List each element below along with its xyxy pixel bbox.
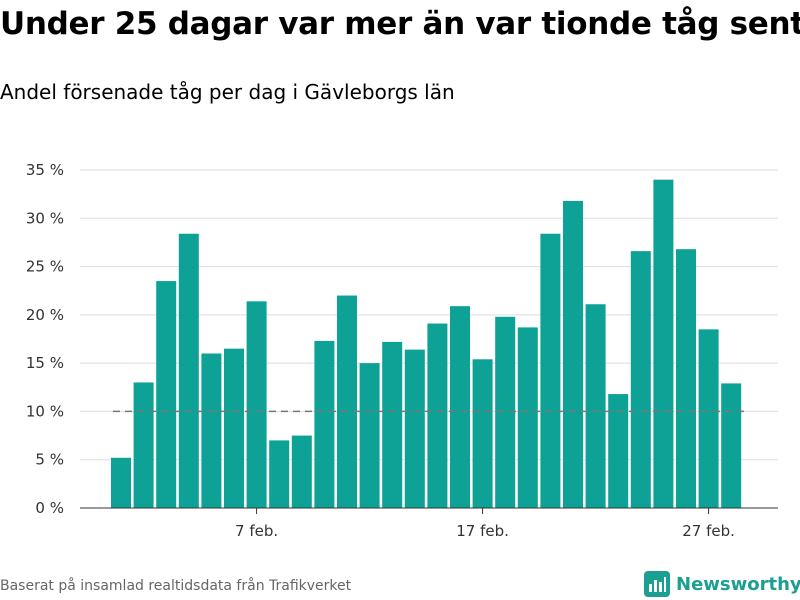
bar-day-2[interactable]: [133, 382, 154, 508]
x-tick-label: 17 feb.: [456, 522, 509, 540]
bar-day-5[interactable]: [201, 353, 222, 508]
chart-title: Under 25 dagar var mer än var tionde tåg…: [0, 6, 800, 42]
y-tick-label: 30 %: [26, 209, 64, 227]
bar-day-20[interactable]: [540, 233, 561, 509]
bar-day-17[interactable]: [472, 359, 493, 508]
y-tick-label: 15 %: [26, 354, 64, 372]
x-tick-label: 7 feb.: [235, 522, 278, 540]
chart-subtitle: Andel försenade tåg per dag i Gävleborgs…: [0, 80, 455, 104]
newsworthy-logo-icon: [644, 571, 670, 597]
y-tick-label: 35 %: [26, 161, 64, 179]
bar-day-25[interactable]: [653, 179, 674, 508]
bar-day-19[interactable]: [517, 327, 538, 508]
bar-day-10[interactable]: [314, 340, 335, 508]
x-tick-labels: 7 feb. 17 feb. 27 feb.: [235, 508, 735, 540]
brand-logo[interactable]: Newsworthy: [644, 569, 800, 599]
bar-day-7[interactable]: [246, 301, 267, 508]
y-tick-label: 10 %: [26, 402, 64, 420]
y-tick-label: 0 %: [35, 499, 64, 517]
brand-name: Newsworthy: [676, 573, 800, 595]
bar-day-3[interactable]: [156, 281, 177, 508]
y-tick-label: 5 %: [35, 451, 64, 469]
y-tick-label: 20 %: [26, 306, 64, 324]
bar-day-1[interactable]: [111, 457, 131, 508]
bar-day-21[interactable]: [563, 200, 583, 508]
bar-day-27[interactable]: [698, 329, 719, 508]
x-tick-label: 27 feb.: [682, 522, 735, 540]
bar-day-9[interactable]: [291, 435, 312, 508]
bar-chart: 0 % 5 % 10 % 15 % 20 % 25 % 30 % 35 % 7 feb. 17 …: [26, 161, 778, 540]
bar-day-18[interactable]: [495, 316, 516, 508]
bar-day-11[interactable]: [337, 295, 357, 508]
bar-day-22[interactable]: [585, 304, 606, 508]
bar-day-15[interactable]: [427, 323, 448, 508]
y-tick-labels: 0 % 5 % 10 % 15 % 20 % 25 % 30 % 35 %: [26, 161, 64, 517]
bar-day-16[interactable]: [450, 306, 470, 508]
source-note: Baserat på insamlad realtidsdata från Tr…: [0, 578, 352, 594]
bar-day-13[interactable]: [382, 341, 403, 508]
bar-day-14[interactable]: [404, 349, 425, 508]
bar-day-23[interactable]: [608, 394, 629, 508]
bar-day-28[interactable]: [721, 383, 742, 508]
bar-day-6[interactable]: [224, 348, 244, 508]
y-tick-label: 25 %: [26, 258, 64, 276]
bar-day-12[interactable]: [359, 363, 380, 508]
bar-day-26[interactable]: [676, 249, 696, 508]
bar-day-4[interactable]: [178, 233, 199, 509]
bar-day-8[interactable]: [269, 440, 290, 508]
bar-day-24[interactable]: [630, 251, 651, 508]
bars: [111, 179, 742, 509]
